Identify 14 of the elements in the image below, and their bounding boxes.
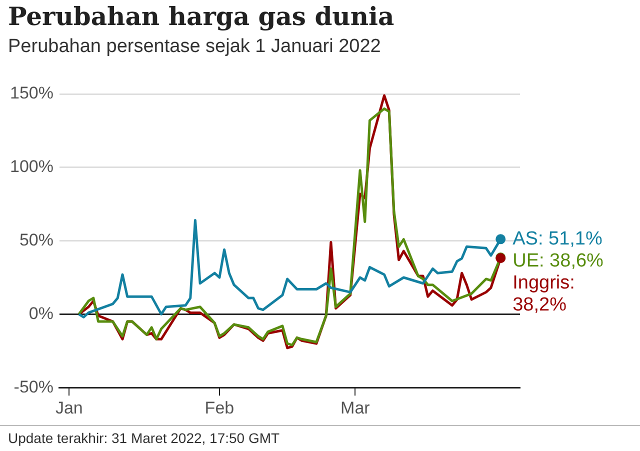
y-tick-label: 50% [19,230,54,250]
annotation: Inggris: 38,2% [512,272,575,316]
chart-title: Perubahan harga gas dunia [8,2,394,31]
annotation: UE: 38,6% [512,250,604,272]
text: Update terakhir: 31 Maret 2022, 17:50 GMT [0,425,640,450]
chart-subtitle: Perubahan persentase sejak 1 Januari 2022 [8,36,381,58]
x-tick-label: Feb [204,398,234,418]
y-tick-label: -50% [14,377,54,396]
y-tick-label: 100% [10,157,54,176]
y-tick-label: 0% [28,304,54,323]
annotation: AS: 51,1% [512,228,602,250]
x-tick-label: Jan [55,398,83,418]
x-tick-label: Mar [340,398,370,418]
y-tick-label: 150% [10,84,54,103]
